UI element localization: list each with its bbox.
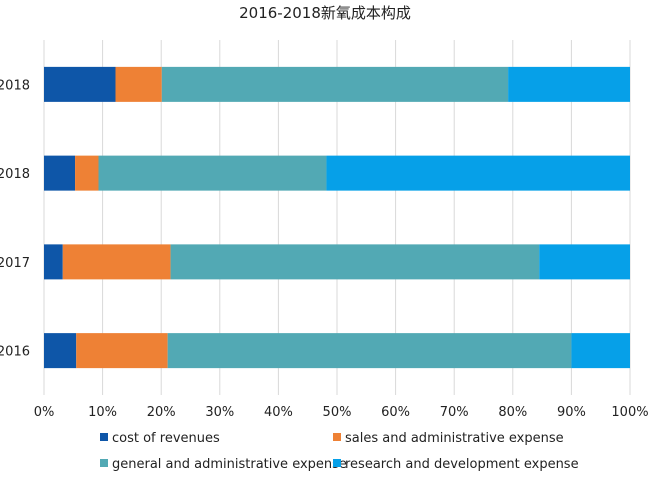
x-tick-labels: 0% 10% 20% 30% 40% 50% 60% 70% 80% 90% 100% [34,405,649,420]
legend-swatch [333,459,341,467]
x-tick-label: 90% [557,405,586,420]
legend-label: sales and administrative expense [345,431,564,446]
bar-segment [98,155,327,191]
bar-segment [62,244,171,280]
bar-segment [161,66,509,102]
legend-swatch [100,459,108,467]
bar-segment [44,244,63,280]
bar-segment [75,155,99,191]
bar-segment [571,333,630,369]
bar-segment [44,333,77,369]
legend-label: research and development expense [345,457,579,472]
x-tick-label: 80% [498,405,527,420]
x-tick-label: 30% [205,405,234,420]
x-tick-label: 10% [88,405,117,420]
legend-item: research and development expense [333,457,579,472]
x-tick-label: 40% [264,405,293,420]
bar-segment [44,66,116,102]
category-label: 2018 [0,78,30,93]
category-label: 2017 [0,256,30,271]
category-label: 2016 [0,345,30,360]
legend-swatch [333,433,341,441]
legend-label: general and administrative expense [112,457,347,472]
x-tick-label: 50% [323,405,352,420]
legend: cost of revenues sales and administrative… [100,431,579,472]
bar-segment [170,244,540,280]
legend-label: cost of revenues [112,431,220,446]
category-label: 2018 [0,167,30,182]
bar-segment [326,155,630,191]
bars [44,66,630,369]
legend-item: general and administrative expense [100,457,347,472]
x-tick-label: 100% [611,405,648,420]
x-tick-label: 0% [34,405,55,420]
bar-segment [115,66,162,102]
x-tick-label: 60% [381,405,410,420]
x-tick-label: 20% [147,405,176,420]
chart-title: 2016-2018新氧成本构成 [239,4,411,22]
bar-segment [167,333,572,369]
legend-item: cost of revenues [100,431,220,446]
bar-segment [539,244,630,280]
legend-swatch [100,433,108,441]
bar-segment [44,155,76,191]
x-tick-label: 70% [440,405,469,420]
category-labels: 2018 2018 2017 2016 [0,78,30,359]
legend-item: sales and administrative expense [333,431,564,446]
bar-segment [508,66,630,102]
bar-segment [76,333,168,369]
